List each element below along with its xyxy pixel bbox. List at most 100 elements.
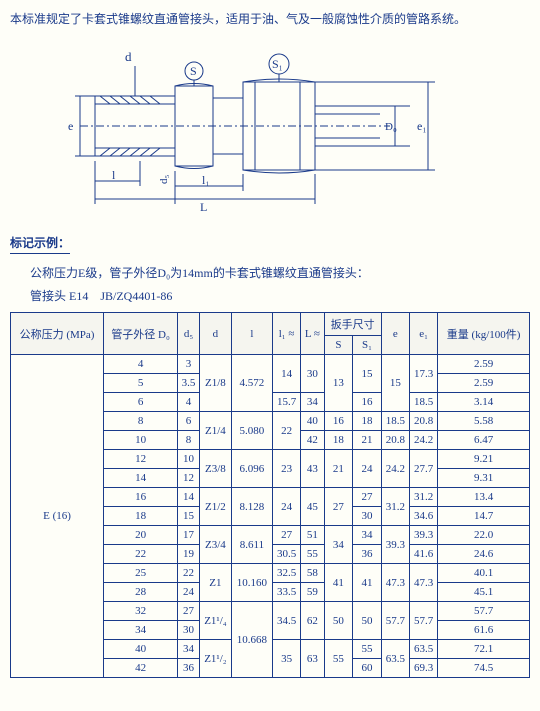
cell-wt: 3.14 [438, 393, 530, 412]
cell-e1: 27.7 [409, 450, 437, 488]
cell-D0: 28 [104, 583, 178, 602]
cell-D0: 5 [104, 374, 178, 393]
cell-D0: 12 [104, 450, 178, 469]
example-line-1: 公称压力E级，管子外径D₀为14mm的卡套式锥螺纹直通管接头： [30, 264, 530, 283]
cell-e: 39.3 [381, 526, 409, 564]
cell-S: 13 [324, 355, 353, 412]
col-d: d [199, 313, 231, 355]
cell-l: 5.080 [231, 412, 272, 450]
col-d5: d₅ [178, 313, 200, 355]
col-pressure: 公称压力 (MPa) [11, 313, 104, 355]
cell-d: Z3/4 [199, 526, 231, 564]
intro-text: 本标准规定了卡套式锥螺纹直通管接头，适用于油、气及一般腐蚀性介质的管路系统。 [10, 10, 530, 28]
cell-d5: 34 [178, 640, 200, 659]
cell-d5: 17 [178, 526, 200, 545]
cell-d5: 30 [178, 621, 200, 640]
cell-l: 10.668 [231, 602, 272, 678]
cell-l: 4.572 [231, 355, 272, 412]
cell-S1: 41 [353, 564, 382, 602]
cell-L: 30 [301, 355, 324, 393]
cell-wt: 6.47 [438, 431, 530, 450]
cell-e: 57.7 [381, 602, 409, 640]
cell-S: 55 [324, 640, 353, 678]
cell-S1: 30 [353, 507, 382, 526]
cell-L: 58 [301, 564, 324, 583]
cell-D0: 16 [104, 488, 178, 507]
cell-S1: 24 [353, 450, 382, 488]
cell-S: 18 [324, 431, 353, 450]
cell-e: 47.3 [381, 564, 409, 602]
cell-l: 10.160 [231, 564, 272, 602]
cell-e1: 34.6 [409, 507, 437, 526]
cell-wt: 22.0 [438, 526, 530, 545]
cell-e: 31.2 [381, 488, 409, 526]
cell-S: 34 [324, 526, 353, 564]
cell-d: Z1 [199, 564, 231, 602]
cell-l1: 14 [272, 355, 300, 393]
cell-D0: 34 [104, 621, 178, 640]
cell-D0: 42 [104, 659, 178, 678]
cell-L: 45 [301, 488, 324, 526]
col-wrench: 扳手尺寸 [324, 313, 381, 336]
cell-L: 63 [301, 640, 324, 678]
cell-D0: 14 [104, 469, 178, 488]
cell-e1: 31.2 [409, 488, 437, 507]
cell-l1: 34.5 [272, 602, 300, 640]
cell-S: 21 [324, 450, 353, 488]
cell-l1: 22 [272, 412, 300, 450]
cell-S1: 15 [353, 355, 382, 393]
cell-d5: 27 [178, 602, 200, 621]
cell-e: 18.5 [381, 412, 409, 431]
cell-l: 8.128 [231, 488, 272, 526]
col-d0: 管子外径 D₀ [104, 313, 178, 355]
cell-d: Z3/8 [199, 450, 231, 488]
cell-d5: 15 [178, 507, 200, 526]
svg-text:D₀: D₀ [385, 121, 397, 133]
cell-D0: 32 [104, 602, 178, 621]
svg-text:S₁: S₁ [272, 57, 283, 71]
cell-D0: 20 [104, 526, 178, 545]
cell-l1: 27 [272, 526, 300, 545]
cell-pressure: E (16) [11, 355, 104, 678]
cell-L: 59 [301, 583, 324, 602]
cell-D0: 8 [104, 412, 178, 431]
cell-l1: 35 [272, 640, 300, 678]
engineering-diagram: d S S₁ e D₀ e₁ l l₁ L d₅ [40, 36, 460, 216]
cell-S1: 55 [353, 640, 382, 659]
cell-l1: 30.5 [272, 545, 300, 564]
cell-S1: 27 [353, 488, 382, 507]
cell-d5: 22 [178, 564, 200, 583]
cell-d: Z1¹/₄ [199, 602, 231, 640]
cell-d5: 3 [178, 355, 200, 374]
svg-text:L: L [200, 200, 207, 214]
cell-d5: 12 [178, 469, 200, 488]
svg-text:d: d [125, 49, 132, 64]
cell-d5: 3.5 [178, 374, 200, 393]
cell-d: Z1/2 [199, 488, 231, 526]
cell-e: 63.5 [381, 640, 409, 678]
cell-D0: 18 [104, 507, 178, 526]
cell-wt: 61.6 [438, 621, 530, 640]
cell-e1: 18.5 [409, 393, 437, 412]
cell-e1: 20.8 [409, 412, 437, 431]
cell-e: 15 [381, 355, 409, 412]
svg-text:l₁: l₁ [202, 173, 210, 187]
cell-e1: 63.5 [409, 640, 437, 659]
cell-L: 51 [301, 526, 324, 545]
cell-d5: 6 [178, 412, 200, 431]
col-l: l [231, 313, 272, 355]
cell-S: 50 [324, 602, 353, 640]
cell-l1: 32.5 [272, 564, 300, 583]
cell-d5: 19 [178, 545, 200, 564]
cell-S1: 60 [353, 659, 382, 678]
cell-S1: 21 [353, 431, 382, 450]
cell-d5: 36 [178, 659, 200, 678]
svg-text:S: S [190, 64, 197, 78]
cell-l1: 24 [272, 488, 300, 526]
cell-S1: 50 [353, 602, 382, 640]
cell-wt: 9.31 [438, 469, 530, 488]
cell-d: Z1/4 [199, 412, 231, 450]
cell-l1: 33.5 [272, 583, 300, 602]
cell-d5: 10 [178, 450, 200, 469]
cell-wt: 24.6 [438, 545, 530, 564]
